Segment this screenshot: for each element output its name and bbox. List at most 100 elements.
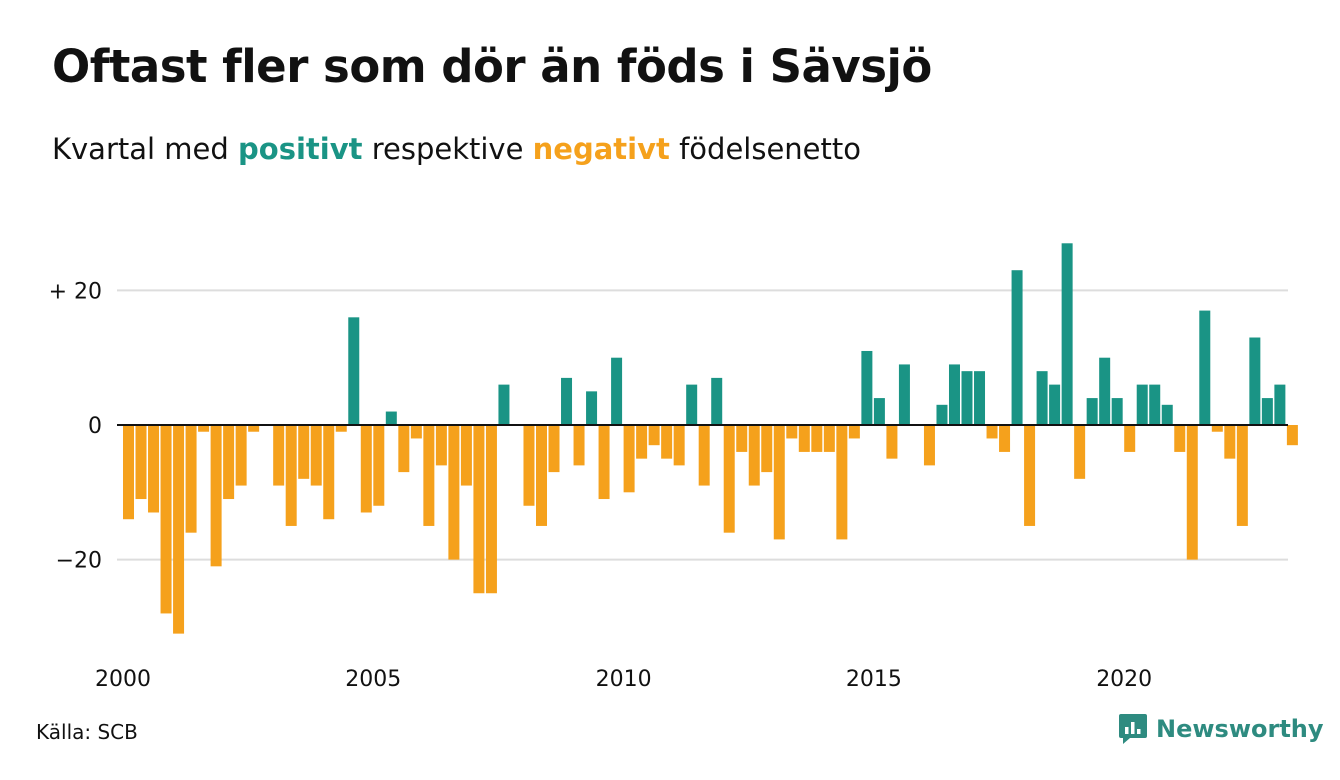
grid-lines — [117, 289, 1288, 561]
y-tick-label: −20 — [56, 549, 102, 574]
bar — [348, 317, 360, 425]
x-tick-label: 2005 — [345, 667, 401, 692]
bar — [398, 425, 410, 473]
bar — [1224, 425, 1236, 459]
bar — [1174, 425, 1186, 452]
bar — [1199, 310, 1211, 425]
bar — [1211, 425, 1223, 432]
bar — [148, 425, 160, 513]
bar — [974, 371, 986, 425]
bar — [485, 425, 497, 594]
x-tick-label: 2020 — [1096, 667, 1152, 692]
subtitle-positive: positivt — [238, 132, 363, 166]
bar — [1249, 337, 1261, 425]
bar — [298, 425, 310, 479]
bar — [948, 364, 960, 425]
bar — [561, 377, 573, 425]
bar — [473, 425, 485, 594]
bar — [448, 425, 460, 560]
bar — [423, 425, 435, 526]
bar — [598, 425, 610, 500]
bar — [761, 425, 773, 473]
bar — [460, 425, 472, 486]
y-tick-label: + 20 — [49, 279, 102, 304]
bar — [1074, 425, 1086, 479]
bar — [1049, 384, 1061, 425]
bar — [823, 425, 835, 452]
bar — [310, 425, 322, 486]
x-tick-label: 2015 — [846, 667, 902, 692]
chart-title: Oftast fler som dör än föds i Sävsjö — [52, 40, 932, 93]
bar — [1024, 425, 1036, 526]
bar — [923, 425, 935, 466]
bar — [811, 425, 823, 452]
subtitle-middle: respektive — [371, 132, 524, 166]
bar — [798, 425, 810, 452]
bar — [736, 425, 748, 452]
bar — [410, 425, 422, 439]
bars — [123, 243, 1298, 634]
bar — [748, 425, 760, 486]
bar — [373, 425, 385, 506]
bar — [636, 425, 648, 459]
bar — [986, 425, 998, 439]
bar — [1099, 357, 1111, 425]
bar — [586, 391, 598, 425]
bar — [661, 425, 673, 459]
bar — [886, 425, 898, 459]
bar — [385, 411, 397, 425]
bar — [1011, 270, 1023, 425]
bar — [123, 425, 134, 520]
bar — [498, 384, 510, 425]
bar — [573, 425, 585, 466]
bar — [1261, 398, 1273, 425]
bar — [623, 425, 635, 493]
bar — [848, 425, 860, 439]
bar — [648, 425, 660, 446]
subtitle-negative: negativt — [532, 132, 670, 166]
bar — [335, 425, 347, 432]
bar — [273, 425, 285, 486]
source-note: Källa: SCB — [36, 720, 138, 744]
bar — [936, 404, 948, 425]
brand-name: Newsworthy — [1156, 715, 1324, 743]
x-tick-label: 2010 — [596, 667, 652, 692]
axes: + 20 0 −20 2000 2005 2010 2015 2020 — [49, 279, 1288, 692]
bar — [873, 398, 885, 425]
bar — [1111, 398, 1123, 425]
bar — [673, 425, 685, 466]
bar — [223, 425, 235, 500]
subtitle-prefix: Kvartal med — [52, 132, 229, 166]
bar — [360, 425, 372, 513]
bar — [248, 425, 260, 432]
bar — [323, 425, 335, 520]
x-tick-label: 2000 — [95, 667, 151, 692]
bar — [173, 425, 185, 634]
bar — [1236, 425, 1248, 526]
bar — [135, 425, 147, 500]
bar — [435, 425, 447, 466]
brand-logo: Newsworthy — [1118, 712, 1324, 746]
bar — [786, 425, 798, 439]
bar — [1086, 398, 1098, 425]
bar — [1061, 243, 1073, 425]
y-tick-label: 0 — [88, 414, 102, 439]
bar — [861, 350, 873, 425]
bar — [611, 357, 623, 425]
bar — [773, 425, 785, 540]
bar — [961, 371, 973, 425]
bar — [1124, 425, 1136, 452]
bar — [711, 377, 723, 425]
bar — [548, 425, 560, 473]
bar — [523, 425, 535, 506]
bar — [686, 384, 698, 425]
bar — [1274, 384, 1286, 425]
bar — [999, 425, 1011, 452]
bar — [198, 425, 210, 432]
chart-bubble-icon — [1119, 714, 1147, 744]
bar — [1136, 384, 1148, 425]
bar — [1149, 384, 1161, 425]
bar — [1161, 404, 1173, 425]
bar — [723, 425, 735, 533]
